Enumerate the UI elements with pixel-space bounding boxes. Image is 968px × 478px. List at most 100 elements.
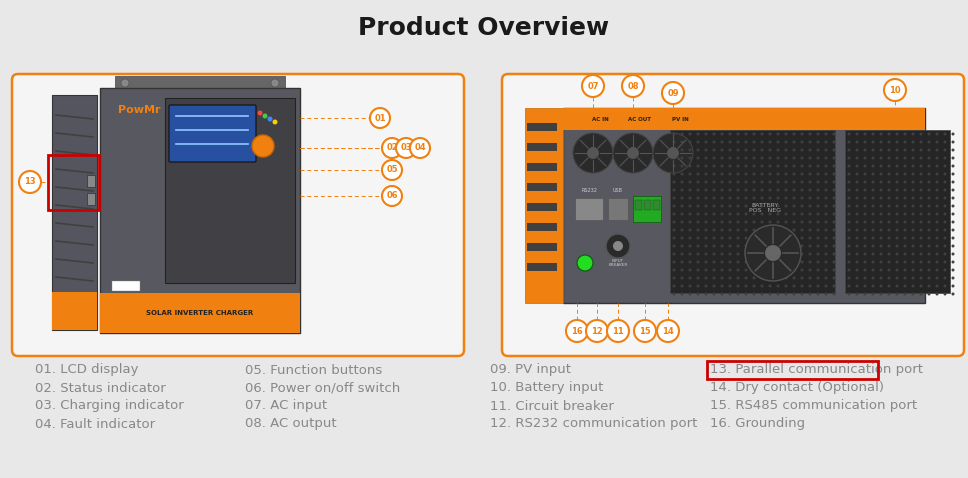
- Circle shape: [720, 228, 723, 231]
- Text: 13. Parallel communication port: 13. Parallel communication port: [710, 363, 923, 377]
- Circle shape: [888, 213, 891, 216]
- Circle shape: [944, 188, 947, 192]
- Circle shape: [705, 141, 708, 143]
- Circle shape: [880, 141, 883, 143]
- Circle shape: [688, 252, 691, 256]
- Circle shape: [935, 196, 939, 199]
- Circle shape: [761, 293, 764, 295]
- Circle shape: [673, 132, 676, 135]
- Circle shape: [705, 196, 708, 199]
- Circle shape: [784, 164, 788, 167]
- Circle shape: [832, 237, 835, 239]
- Circle shape: [863, 237, 866, 239]
- Circle shape: [752, 293, 755, 295]
- Circle shape: [920, 220, 923, 224]
- Circle shape: [705, 205, 708, 207]
- Circle shape: [880, 245, 883, 248]
- Circle shape: [808, 205, 811, 207]
- Circle shape: [927, 205, 930, 207]
- Circle shape: [848, 132, 851, 135]
- Circle shape: [808, 141, 811, 143]
- Circle shape: [952, 261, 954, 263]
- Circle shape: [944, 284, 947, 287]
- Circle shape: [935, 205, 939, 207]
- Circle shape: [681, 213, 683, 216]
- Circle shape: [681, 284, 683, 287]
- Circle shape: [832, 196, 835, 199]
- Circle shape: [856, 220, 859, 224]
- Circle shape: [856, 164, 859, 167]
- Circle shape: [737, 181, 740, 184]
- Circle shape: [784, 220, 788, 224]
- Circle shape: [613, 241, 623, 251]
- Circle shape: [697, 252, 700, 256]
- Circle shape: [681, 132, 683, 135]
- Bar: [52, 292, 97, 330]
- Circle shape: [752, 141, 755, 143]
- Circle shape: [729, 141, 732, 143]
- Circle shape: [681, 245, 683, 248]
- Circle shape: [856, 284, 859, 287]
- Circle shape: [673, 196, 676, 199]
- Circle shape: [769, 164, 771, 167]
- Circle shape: [776, 173, 779, 175]
- Circle shape: [888, 252, 891, 256]
- Circle shape: [720, 284, 723, 287]
- Circle shape: [927, 149, 930, 152]
- Circle shape: [688, 132, 691, 135]
- Circle shape: [927, 181, 930, 184]
- Bar: [707, 361, 878, 379]
- Circle shape: [912, 228, 915, 231]
- Circle shape: [744, 293, 747, 295]
- Circle shape: [856, 149, 859, 152]
- Circle shape: [856, 173, 859, 175]
- Circle shape: [776, 237, 779, 239]
- Circle shape: [627, 147, 639, 159]
- Circle shape: [712, 149, 715, 152]
- Circle shape: [705, 149, 708, 152]
- Circle shape: [848, 188, 851, 192]
- Bar: [52, 95, 97, 330]
- Circle shape: [744, 132, 747, 135]
- Circle shape: [944, 269, 947, 272]
- Circle shape: [793, 188, 796, 192]
- Circle shape: [744, 205, 747, 207]
- Circle shape: [720, 245, 723, 248]
- Circle shape: [720, 276, 723, 280]
- Circle shape: [825, 252, 828, 256]
- Bar: [653, 200, 660, 210]
- Circle shape: [720, 213, 723, 216]
- Circle shape: [848, 149, 851, 152]
- Circle shape: [705, 261, 708, 263]
- Circle shape: [935, 228, 939, 231]
- Circle shape: [888, 173, 891, 175]
- Circle shape: [697, 220, 700, 224]
- Text: Product Overview: Product Overview: [358, 16, 610, 40]
- Circle shape: [825, 284, 828, 287]
- Circle shape: [903, 196, 906, 199]
- Circle shape: [863, 228, 866, 231]
- Circle shape: [825, 261, 828, 263]
- Circle shape: [903, 149, 906, 152]
- Circle shape: [832, 245, 835, 248]
- Circle shape: [697, 173, 700, 175]
- Circle shape: [903, 173, 906, 175]
- Circle shape: [952, 220, 954, 224]
- Circle shape: [801, 276, 803, 280]
- Circle shape: [935, 213, 939, 216]
- Circle shape: [952, 149, 954, 152]
- Circle shape: [681, 173, 683, 175]
- Circle shape: [712, 228, 715, 231]
- FancyBboxPatch shape: [169, 105, 256, 162]
- Circle shape: [880, 196, 883, 199]
- Circle shape: [737, 220, 740, 224]
- Circle shape: [577, 255, 593, 271]
- Circle shape: [720, 252, 723, 256]
- Circle shape: [952, 205, 954, 207]
- Circle shape: [761, 149, 764, 152]
- Circle shape: [952, 284, 954, 287]
- Circle shape: [784, 237, 788, 239]
- Circle shape: [744, 269, 747, 272]
- Circle shape: [752, 164, 755, 167]
- Circle shape: [935, 173, 939, 175]
